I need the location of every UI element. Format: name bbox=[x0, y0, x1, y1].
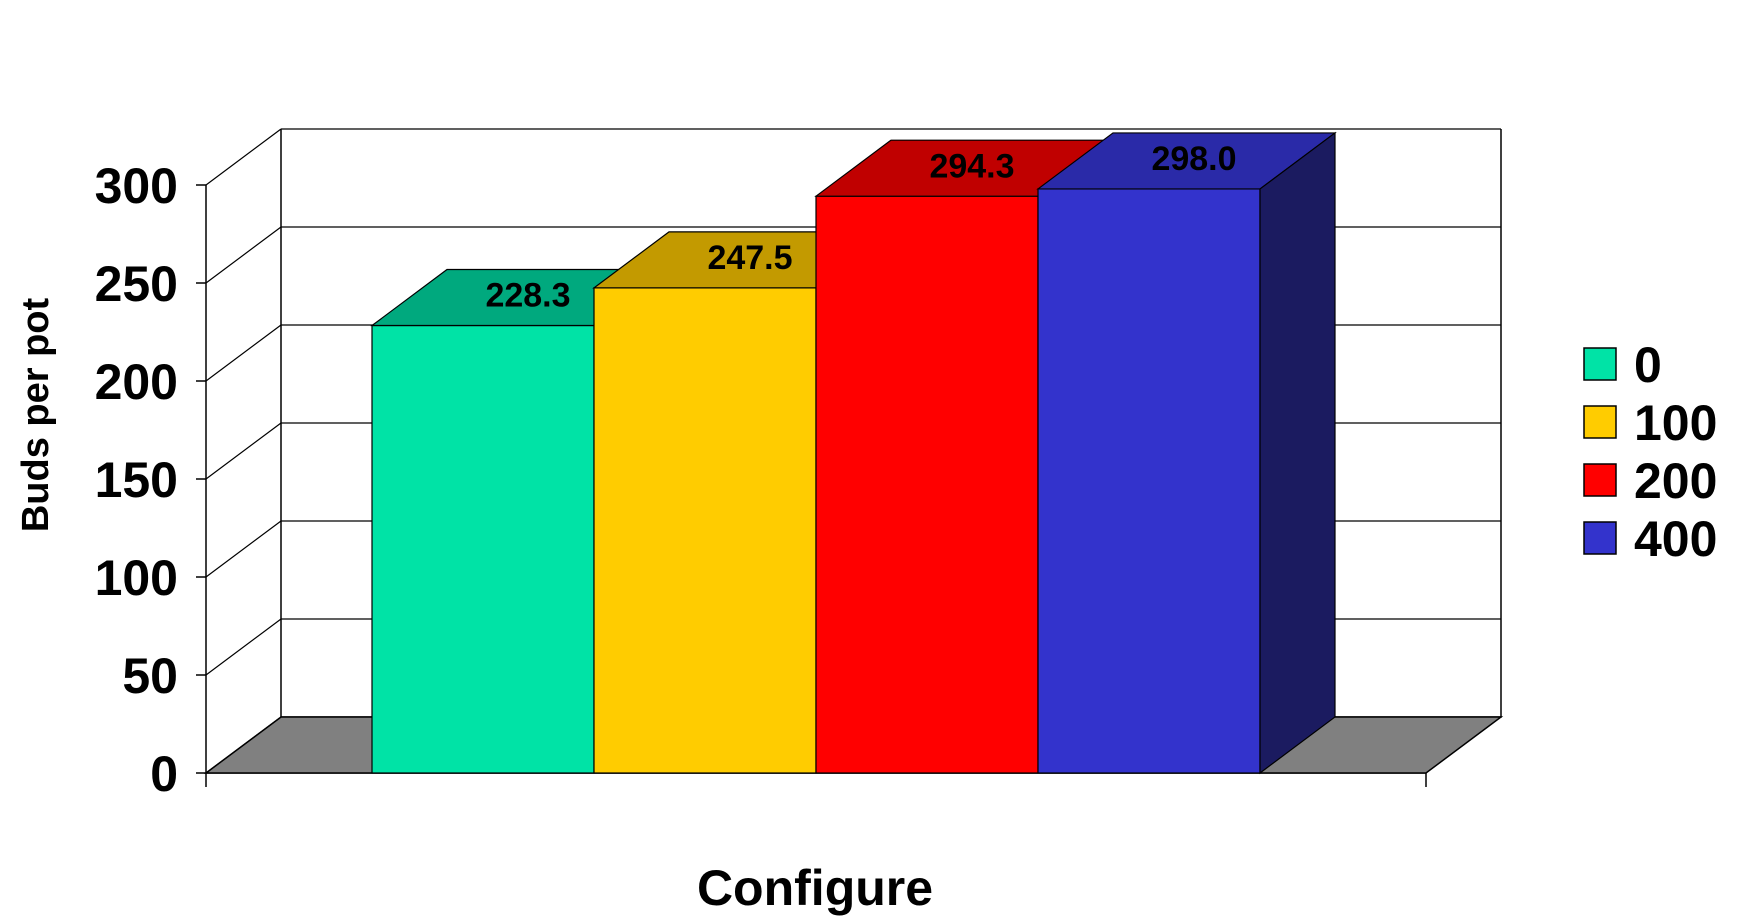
bar-100 bbox=[593, 287, 817, 774]
legend-swatch-0 bbox=[1583, 347, 1617, 381]
gridline-side bbox=[205, 324, 282, 382]
gridline-side bbox=[205, 422, 282, 480]
data-labels: 228.3 247.5 294.3 298.0 bbox=[485, 140, 1236, 315]
legend-swatch-400 bbox=[1583, 521, 1617, 555]
y-tick-label: 50 bbox=[122, 648, 178, 704]
data-label: 294.3 bbox=[929, 147, 1014, 185]
y-tick-label: 200 bbox=[95, 354, 178, 410]
y-tick-label: 100 bbox=[95, 550, 178, 606]
gridline-side bbox=[205, 226, 282, 284]
bar-0 bbox=[371, 324, 595, 774]
legend-swatch-100 bbox=[1583, 405, 1617, 439]
y-tick-label: 250 bbox=[95, 256, 178, 312]
legend-label: 0 bbox=[1634, 337, 1662, 393]
legend-label: 200 bbox=[1634, 453, 1717, 509]
y-tick-label: 150 bbox=[95, 452, 178, 508]
data-label: 298.0 bbox=[1151, 140, 1236, 178]
x-axis-title: Configure bbox=[697, 860, 933, 916]
legend-swatch-200 bbox=[1583, 463, 1617, 497]
data-label: 228.3 bbox=[485, 277, 570, 315]
bar-200 bbox=[815, 195, 1039, 774]
gridline-side bbox=[205, 618, 282, 676]
y-axis-title: Buds per pot bbox=[15, 297, 57, 532]
y-tick-label: 0 bbox=[150, 746, 178, 802]
gridline-side bbox=[205, 128, 282, 186]
y-tick-label: 300 bbox=[95, 158, 178, 214]
legend-label: 100 bbox=[1634, 395, 1717, 451]
bar-side-400 bbox=[1259, 131, 1336, 775]
gridline-side bbox=[205, 716, 282, 774]
bar-400 bbox=[1037, 188, 1261, 774]
data-label: 247.5 bbox=[707, 239, 792, 277]
legend-label: 400 bbox=[1634, 511, 1717, 567]
y-axis: 0 50 100 150 200 250 300 bbox=[95, 158, 206, 802]
gridline-side bbox=[205, 520, 282, 578]
bars bbox=[370, 131, 1337, 775]
